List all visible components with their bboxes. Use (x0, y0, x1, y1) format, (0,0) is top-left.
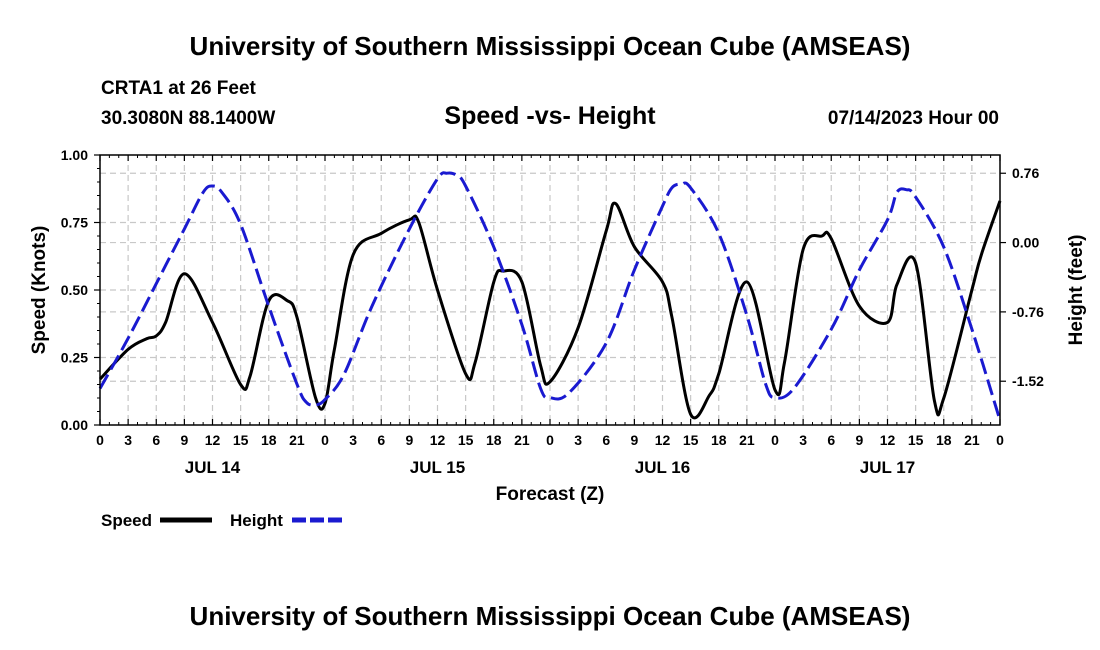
y-tick-label: 0.75 (61, 215, 88, 231)
x-tick-label: 3 (349, 432, 357, 448)
x-tick-label: 6 (152, 432, 160, 448)
x-tick-label: 6 (602, 432, 610, 448)
footer-title: University of Southern Mississippi Ocean… (190, 601, 911, 631)
x-tick-label: 0 (996, 432, 1004, 448)
axis-ticks (94, 154, 1006, 426)
x-tick-label: 0 (96, 432, 104, 448)
x-tick-label: 18 (936, 432, 952, 448)
grid-lines (100, 155, 1000, 425)
y-axis-title: Speed (Knots) (29, 226, 50, 355)
y2-tick-label: -0.76 (1012, 304, 1044, 320)
x-tick-label: 3 (574, 432, 582, 448)
x-tick-label: 6 (827, 432, 835, 448)
legend-speed-label: Speed (101, 511, 152, 530)
x-tick-label: 9 (855, 432, 863, 448)
x-tick-label: 3 (799, 432, 807, 448)
x-tick-label: 9 (180, 432, 188, 448)
y-tick-label: 1.00 (61, 147, 88, 163)
day-label: JUL 14 (185, 458, 241, 477)
day-label: JUL 15 (410, 458, 465, 477)
series-layer (98, 171, 1002, 421)
day-label: JUL 17 (860, 458, 915, 477)
x-tick-label: 15 (458, 432, 474, 448)
date-label: 07/14/2023 Hour 00 (828, 108, 999, 129)
height-series-line (98, 171, 1002, 421)
x-tick-label: 18 (261, 432, 277, 448)
x-tick-label: 12 (205, 432, 221, 448)
x-tick-label: 9 (405, 432, 413, 448)
x-tick-label: 21 (289, 432, 305, 448)
x-tick-label: 18 (486, 432, 502, 448)
x-tick-label: 21 (739, 432, 755, 448)
x-axis-title: Forecast (Z) (496, 484, 605, 505)
x-tick-label: 12 (430, 432, 446, 448)
legend-height-label: Height (230, 511, 283, 530)
y2-tick-label: -1.52 (1012, 373, 1044, 389)
plot-title: Speed -vs- Height (444, 102, 656, 130)
x-tick-label: 15 (233, 432, 249, 448)
x-tick-label: 0 (771, 432, 779, 448)
x-tick-label: 21 (964, 432, 980, 448)
x-tick-label: 6 (377, 432, 385, 448)
axis-tick-labels: 0 3 6 9 12 15 18 21 0 3 6 9 12 15 18 21 0 3 6 9 12 15 18 21 0 3 6 9… (61, 147, 1044, 477)
y-tick-label: 0.50 (61, 282, 88, 298)
x-tick-label: 3 (124, 432, 132, 448)
day-label: JUL 16 (635, 458, 690, 477)
legend: Speed Height (101, 511, 344, 530)
x-tick-label: 12 (880, 432, 896, 448)
x-tick-label: 0 (546, 432, 554, 448)
x-tick-label: 12 (655, 432, 671, 448)
x-tick-label: 0 (321, 432, 329, 448)
speed-series-line (98, 200, 1002, 420)
y-tick-label: 0.00 (61, 417, 88, 433)
x-tick-label: 15 (683, 432, 699, 448)
header-title: University of Southern Mississippi Ocean… (190, 31, 911, 61)
station-label: CRTA1 at 26 Feet (101, 78, 257, 99)
coords-label: 30.3080N 88.1400W (101, 108, 275, 129)
x-tick-label: 21 (514, 432, 530, 448)
x-tick-label: 15 (908, 432, 924, 448)
y-tick-label: 0.25 (61, 350, 88, 366)
x-tick-label: 9 (630, 432, 638, 448)
y2-axis-title: Height (feet) (1066, 235, 1087, 346)
y2-tick-label: 0.76 (1012, 165, 1039, 181)
x-tick-label: 18 (711, 432, 727, 448)
y2-tick-label: 0.00 (1012, 235, 1039, 251)
